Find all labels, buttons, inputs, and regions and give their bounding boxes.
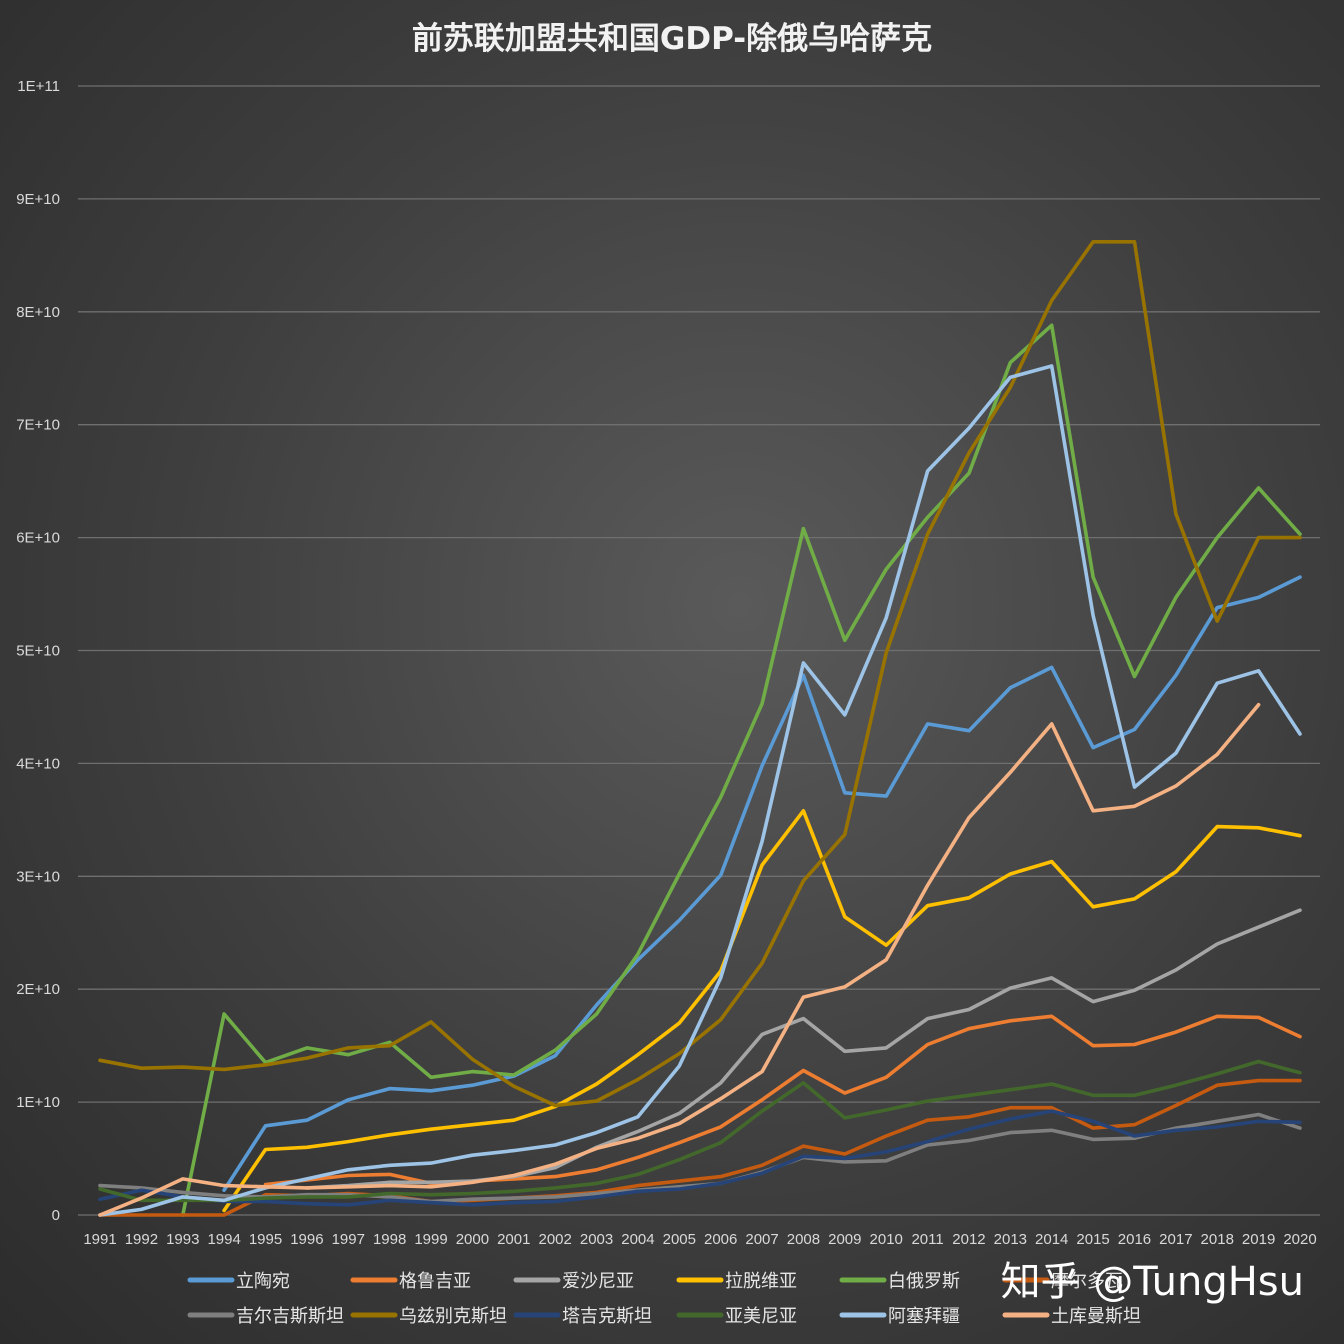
- series-line: [222, 808, 1302, 1213]
- x-tick-label: 2001: [497, 1231, 530, 1248]
- x-tick-label: 2002: [538, 1231, 571, 1248]
- y-tick-label: 2E+10: [16, 981, 60, 998]
- x-tick-label: 1993: [166, 1231, 199, 1248]
- legend-item: 土库曼斯坦: [1002, 1306, 1141, 1327]
- x-tick-label: 1996: [290, 1231, 323, 1248]
- legend-label: 吉尔吉斯斯坦: [236, 1306, 344, 1327]
- x-tick-label: 2006: [704, 1231, 737, 1248]
- legend-label: 爱沙尼亚: [562, 1271, 634, 1292]
- legend-label: 乌兹别克斯坦: [399, 1306, 507, 1327]
- legend-item: 阿塞拜疆: [839, 1306, 960, 1327]
- series-line: [98, 240, 1302, 1108]
- legend-label: 亚美尼亚: [725, 1306, 797, 1327]
- x-tick-label: 1992: [125, 1231, 158, 1248]
- x-tick-label: 2012: [952, 1231, 985, 1248]
- legend-item: 拉脱维亚: [676, 1271, 797, 1292]
- y-tick-label: 4E+10: [16, 755, 60, 772]
- x-tick-label: 2004: [621, 1231, 654, 1248]
- y-tick-label: 3E+10: [16, 868, 60, 885]
- x-tick-label: 2019: [1242, 1231, 1275, 1248]
- series-line: [181, 323, 1302, 1217]
- y-tick-label: 6E+10: [16, 530, 60, 547]
- legend-label: 塔吉克斯坦: [562, 1306, 652, 1327]
- legend-item: 格鲁吉亚: [350, 1271, 471, 1292]
- x-tick-label: 2009: [828, 1231, 861, 1248]
- series-line: [98, 1109, 1302, 1207]
- legend-item: 吉尔吉斯斯坦: [187, 1306, 344, 1327]
- watermark-text: 知乎 @TungHsu: [1001, 1259, 1304, 1305]
- legend-item: 摩尔多瓦: [1002, 1271, 1123, 1292]
- x-tick-label: 2007: [745, 1231, 778, 1248]
- x-tick-label: 1994: [207, 1231, 240, 1248]
- x-tick-label: 2000: [456, 1231, 489, 1248]
- legend-label: 阿塞拜疆: [888, 1306, 960, 1327]
- y-tick-label: 0: [52, 1207, 60, 1224]
- x-tick-label: 2013: [994, 1231, 1027, 1248]
- y-tick-label: 1E+11: [17, 78, 60, 95]
- legend-item: 立陶宛: [187, 1271, 290, 1292]
- x-tick-label: 2008: [787, 1231, 820, 1248]
- y-tick-label: 1E+10: [16, 1094, 60, 1111]
- x-tick-label: 1999: [414, 1231, 447, 1248]
- legend-label: 白俄罗斯: [888, 1271, 960, 1292]
- y-tick-label: 7E+10: [16, 417, 60, 434]
- x-tick-label: 2005: [663, 1231, 696, 1248]
- legend-label: 土库曼斯坦: [1051, 1306, 1141, 1327]
- y-tick-label: 5E+10: [16, 643, 60, 660]
- x-tick-label: 2016: [1118, 1231, 1151, 1248]
- x-tick-label: 1995: [249, 1231, 282, 1248]
- series-line: [98, 702, 1261, 1217]
- series-lines: [98, 240, 1302, 1217]
- y-axis-ticks: 0 1E+10 2E+10 3E+10 4E+10 5E+10 6E+10 7E+10 8E+1…: [16, 78, 60, 1224]
- series-line: [98, 364, 1302, 1217]
- legend-item: 爱沙尼亚: [513, 1271, 634, 1292]
- series-line: [263, 1014, 1302, 1187]
- legend-label: 摩尔多瓦: [1051, 1271, 1123, 1292]
- x-axis-ticks: 1991 1992 1993 1994 1995 1996 1997 1998 1999 2000…: [83, 1231, 1316, 1248]
- legend-label: 格鲁吉亚: [399, 1271, 471, 1292]
- x-tick-label: 1998: [373, 1231, 406, 1248]
- x-tick-label: 2020: [1283, 1231, 1316, 1248]
- x-tick-label: 2014: [1035, 1231, 1068, 1248]
- x-tick-label: 1991: [83, 1231, 116, 1248]
- x-tick-label: 2011: [911, 1231, 943, 1248]
- x-tick-label: 2003: [580, 1231, 613, 1248]
- legend-label: 立陶宛: [236, 1271, 290, 1292]
- x-tick-label: 2010: [870, 1231, 903, 1248]
- chart-title: 前苏联加盟共和国GDP-除俄乌哈萨克: [412, 21, 932, 57]
- x-tick-label: 2018: [1201, 1231, 1234, 1248]
- x-tick-label: 1997: [332, 1231, 365, 1248]
- legend-label: 拉脱维亚: [725, 1271, 797, 1292]
- legend-item: 乌兹别克斯坦: [350, 1306, 507, 1327]
- legend-item: 亚美尼亚: [676, 1306, 797, 1327]
- y-tick-label: 9E+10: [16, 191, 60, 208]
- x-tick-label: 2017: [1159, 1231, 1192, 1248]
- legend-item: 塔吉克斯坦: [513, 1306, 652, 1327]
- y-tick-label: 8E+10: [16, 304, 60, 321]
- series-line: [98, 1059, 1302, 1203]
- gridlines: [78, 85, 1320, 1216]
- x-tick-label: 2015: [1076, 1231, 1109, 1248]
- legend-item: 白俄罗斯: [839, 1271, 960, 1292]
